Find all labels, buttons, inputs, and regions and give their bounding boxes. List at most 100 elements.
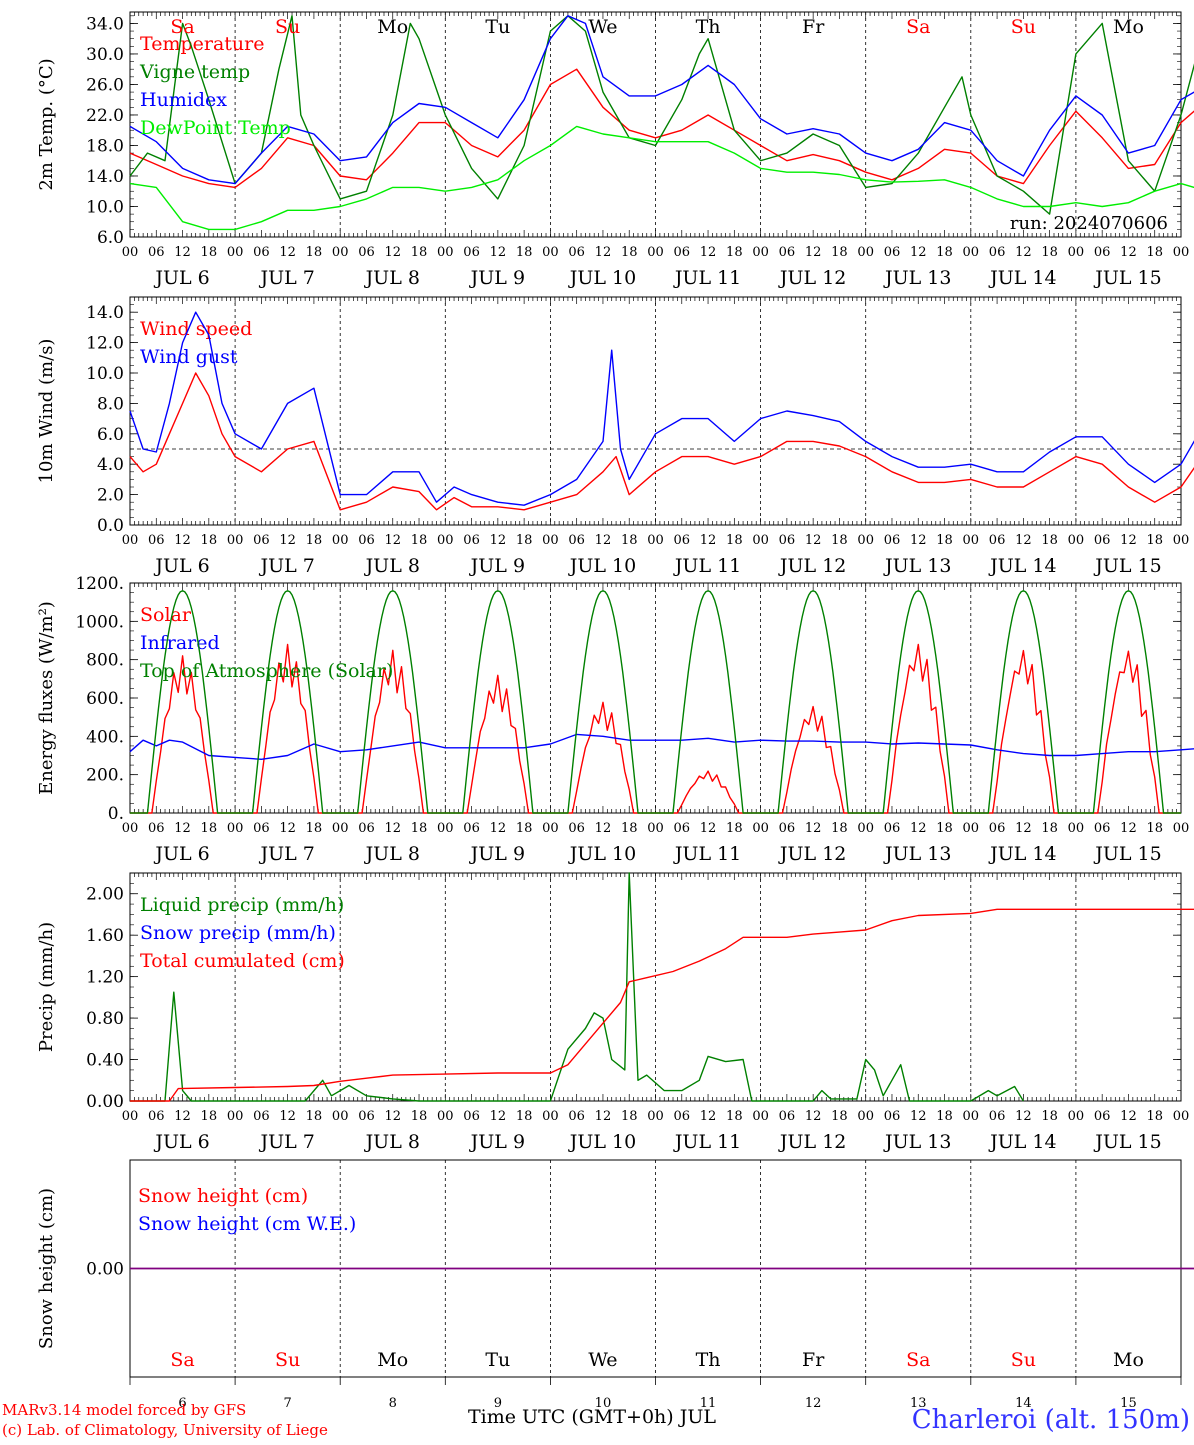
y-tick-label: 4.0 (97, 455, 124, 475)
hour-tick-label: 06 (1094, 533, 1111, 548)
legend-entry: Total cumulated (cm) (140, 950, 345, 972)
hour-tick-label: 00 (752, 533, 769, 548)
hour-tick-label: 18 (831, 245, 848, 260)
hour-tick-label: 18 (411, 245, 428, 260)
hour-tick-label: 06 (989, 1109, 1006, 1124)
day-number-label: 11 (700, 1396, 717, 1411)
hour-tick-label: 00 (647, 245, 664, 260)
date-label: JUL 6 (153, 1131, 209, 1153)
y-tick-label: 6.0 (97, 425, 124, 445)
hour-tick-label: 00 (542, 821, 559, 836)
hour-tick-label: 18 (726, 245, 743, 260)
legend-entry: Humidex (140, 89, 227, 111)
legend-entry: DewPoint Temp (140, 117, 291, 139)
hour-tick-label: 06 (463, 245, 480, 260)
hour-tick-label: 18 (621, 821, 638, 836)
y-tick-label: 18.0 (86, 136, 124, 156)
hour-tick-label: 12 (490, 1109, 507, 1124)
hour-tick-label: 06 (358, 245, 375, 260)
hour-tick-label: 18 (621, 1109, 638, 1124)
series-line-infrared (129, 733, 1194, 760)
hour-tick-label: 06 (253, 245, 270, 260)
chart-panel-2: 0.0 2.0 4.0 6.0 8.0 10.0 12.0 14.0 10m Wind (m/s… (36, 296, 1194, 577)
legend-entry: Snow precip (mm/h) (140, 922, 336, 944)
hour-tick-label: 00 (437, 821, 454, 836)
hour-tick-label: 06 (1094, 245, 1111, 260)
weekday-label-top: Fr (802, 16, 825, 38)
hour-tick-label: 00 (1173, 821, 1190, 836)
legend-entry: Vigne temp (139, 61, 250, 83)
date-label: JUL 11 (673, 267, 741, 289)
date-label: JUL 11 (673, 555, 741, 577)
y-axis-label: 2m Temp. (°C) (36, 58, 57, 190)
hour-tick-label: 06 (148, 245, 165, 260)
hour-tick-label: 12 (1120, 1109, 1137, 1124)
hour-tick-label: 18 (516, 821, 533, 836)
date-label: JUL 7 (258, 267, 314, 289)
hour-tick-label: 00 (227, 245, 244, 260)
series-line-temperature (129, 68, 1194, 189)
hour-tick-label: 00 (1173, 245, 1190, 260)
hour-tick-label: 12 (384, 1109, 401, 1124)
hour-tick-label: 00 (1068, 533, 1085, 548)
hour-tick-label: 00 (857, 1109, 874, 1124)
hour-tick-label: 12 (805, 533, 822, 548)
weekday-label-bottom: Su (275, 1349, 300, 1371)
hour-tick-label: 06 (1094, 821, 1111, 836)
hour-tick-label: 12 (805, 245, 822, 260)
hour-tick-label: 00 (647, 533, 664, 548)
legend-entry: Wind gust (140, 346, 238, 368)
hour-tick-label: 06 (463, 821, 480, 836)
hour-tick-label: 12 (595, 533, 612, 548)
hour-tick-label: 12 (1015, 1109, 1032, 1124)
weekday-label-top: Th (696, 16, 721, 38)
hour-tick-label: 12 (490, 533, 507, 548)
series-line-wind-speed (129, 372, 1194, 511)
date-label: JUL 11 (673, 1131, 741, 1153)
hour-tick-label: 18 (1146, 533, 1163, 548)
hour-tick-label: 18 (936, 533, 953, 548)
weekday-label-top: Su (275, 16, 300, 38)
hour-tick-label: 12 (490, 821, 507, 836)
hour-tick-label: 12 (174, 533, 191, 548)
hour-tick-label: 18 (831, 533, 848, 548)
hour-tick-label: 06 (253, 533, 270, 548)
y-tick-label: 6.0 (97, 228, 124, 248)
weekday-label-bottom: Fr (802, 1349, 825, 1371)
day-number-label: 13 (910, 1396, 927, 1411)
hour-tick-label: 00 (122, 1109, 139, 1124)
date-label: JUL 14 (988, 1131, 1056, 1153)
weekday-label-top: Tu (485, 16, 510, 38)
hour-tick-label: 12 (490, 245, 507, 260)
series-line-humidex (129, 15, 1194, 185)
weekday-label-bottom: Sa (906, 1349, 930, 1371)
chart-panel-5: 0.00 Snow height (cm) Snow height (cm) Snow… (36, 1159, 1194, 1411)
day-number-label: 15 (1120, 1396, 1137, 1411)
hour-tick-label: 06 (674, 1109, 691, 1124)
weekday-label-top: Mo (377, 16, 408, 38)
run-label: run: 2024070606 (1010, 213, 1168, 234)
date-label: JUL 12 (778, 1131, 846, 1153)
hour-tick-label: 00 (332, 1109, 349, 1124)
hour-tick-label: 00 (752, 1109, 769, 1124)
hour-tick-label: 00 (122, 821, 139, 836)
date-label: JUL 6 (153, 843, 209, 865)
hour-tick-label: 06 (989, 821, 1006, 836)
date-label: JUL 15 (1093, 267, 1161, 289)
hour-tick-label: 00 (437, 1109, 454, 1124)
hour-tick-label: 18 (201, 245, 218, 260)
chart-panel-4: 0.00 0.40 0.80 1.20 1.60 2.00 Precip (mm/h) Liq… (36, 872, 1194, 1153)
y-tick-label: 30.0 (86, 45, 124, 65)
hour-tick-label: 00 (647, 1109, 664, 1124)
day-number-label: 12 (805, 1396, 822, 1411)
hour-tick-label: 18 (306, 245, 323, 260)
hour-tick-label: 00 (1173, 1109, 1190, 1124)
y-axis-label: 10m Wind (m/s) (36, 339, 57, 484)
hour-tick-label: 06 (674, 821, 691, 836)
date-label: JUL 7 (258, 843, 314, 865)
hour-tick-label: 12 (700, 821, 717, 836)
date-label: JUL 10 (568, 1131, 636, 1153)
hour-tick-label: 06 (779, 821, 796, 836)
hour-tick-label: 12 (174, 1109, 191, 1124)
hour-tick-label: 12 (1015, 533, 1032, 548)
